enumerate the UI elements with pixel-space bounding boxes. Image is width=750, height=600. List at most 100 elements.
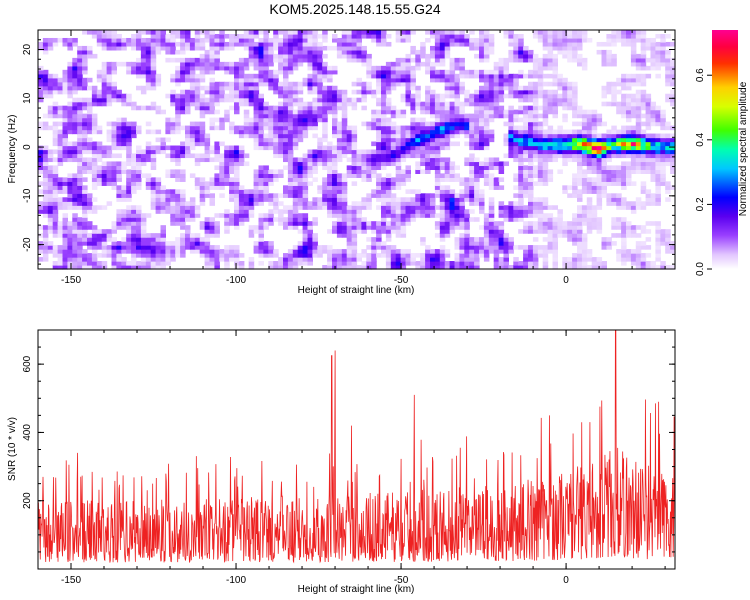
heatmap-cell <box>302 153 309 159</box>
heatmap-cell <box>67 141 73 147</box>
heatmap-cell <box>415 265 421 270</box>
heatmap-cell <box>577 249 583 254</box>
heatmap-cell <box>47 41 54 47</box>
heatmap-cell <box>425 265 431 270</box>
heatmap-cell <box>150 45 157 51</box>
heatmap-cell <box>439 217 446 222</box>
heatmap-cell <box>567 257 573 262</box>
heatmap-cell <box>67 153 73 159</box>
heatmap-cell <box>542 257 549 262</box>
heatmap-cell <box>567 81 573 87</box>
heatmap-cell <box>439 33 446 39</box>
heatmap-cell <box>552 153 558 159</box>
heatmap-cell <box>297 113 304 119</box>
heatmap-cell <box>204 49 211 55</box>
heatmap-cell <box>180 173 186 178</box>
heatmap-cell <box>611 197 617 202</box>
heatmap-cell <box>596 185 603 190</box>
heatmap-cell <box>586 161 593 167</box>
heatmap-cell <box>175 189 181 194</box>
heatmap-cell <box>366 237 372 242</box>
heatmap-cell <box>346 165 353 171</box>
heatmap-cell <box>229 257 235 262</box>
heatmap-cell <box>336 261 343 266</box>
heatmap-cell <box>145 61 152 67</box>
heatmap-cell <box>87 233 93 238</box>
heatmap-cell <box>38 45 44 51</box>
heatmap-cell <box>209 61 215 67</box>
heatmap-cell <box>96 97 103 103</box>
heatmap-cell <box>278 149 284 155</box>
heatmap-cell <box>542 137 549 143</box>
heatmap-cell <box>194 85 201 91</box>
heatmap-cell <box>287 153 294 159</box>
heatmap-cell <box>371 117 377 123</box>
heatmap-cell <box>307 109 313 115</box>
heatmap-cell <box>253 41 260 47</box>
heatmap-cell <box>630 101 637 107</box>
heatmap-cell <box>420 161 426 167</box>
heatmap-cell <box>150 253 157 258</box>
heatmap-cell <box>449 265 456 270</box>
heatmap-cell <box>292 129 299 135</box>
heatmap-cell <box>72 121 78 127</box>
heatmap-cell <box>199 121 206 127</box>
heatmap-cell <box>170 37 176 43</box>
heatmap-cell <box>655 241 661 246</box>
heatmap-cell <box>577 221 583 226</box>
heatmap-cell <box>552 61 558 67</box>
heatmap-cell <box>175 153 181 159</box>
heatmap-cell <box>385 145 392 151</box>
heatmap-cell <box>660 145 666 151</box>
heatmap-cell <box>209 77 215 83</box>
heatmap-cell <box>645 157 652 163</box>
heatmap-cell <box>155 237 162 242</box>
heatmap-cell <box>336 265 343 270</box>
heatmap-cell <box>214 49 220 55</box>
heatmap-cell <box>224 117 230 123</box>
heatmap-cell <box>312 77 318 83</box>
heatmap-cell <box>508 245 514 250</box>
heatmap-cell <box>175 249 181 254</box>
heatmap-cell <box>145 265 152 270</box>
heatmap-cell <box>459 221 465 226</box>
heatmap-cell <box>116 249 122 254</box>
heatmap-cell <box>626 101 632 107</box>
heatmap-cell <box>601 121 607 127</box>
heatmap-cell <box>640 245 647 250</box>
heatmap-cell <box>542 45 549 51</box>
heatmap-cell <box>283 189 289 194</box>
heatmap-cell <box>444 173 451 178</box>
heatmap-cell <box>640 61 647 67</box>
heatmap-cell <box>459 225 465 230</box>
heatmap-cell <box>214 177 220 182</box>
heatmap-cell <box>145 241 152 246</box>
heatmap-cell <box>483 69 490 75</box>
heatmap-cell <box>660 45 666 51</box>
heatmap-cell <box>67 185 73 190</box>
heatmap-cell <box>302 49 309 55</box>
heatmap-cell <box>523 113 529 119</box>
heatmap-cell <box>630 37 637 43</box>
heatmap-cell <box>346 221 353 226</box>
heatmap-cell <box>126 193 132 198</box>
heatmap-cell <box>229 105 235 111</box>
heatmap-cell <box>405 61 411 67</box>
heatmap-cell <box>346 245 353 250</box>
heatmap-cell <box>47 169 54 174</box>
heatmap-cell <box>454 173 460 178</box>
heatmap-cell <box>513 205 519 210</box>
heatmap-cell <box>439 173 446 178</box>
heatmap-cell <box>508 41 514 47</box>
heatmap-cell <box>170 153 176 159</box>
heatmap-cell <box>126 213 132 218</box>
heatmap-cell <box>518 53 524 59</box>
heatmap-cell <box>577 165 583 171</box>
heatmap-cell <box>572 53 578 59</box>
heatmap-cell <box>297 229 304 234</box>
heatmap-cell <box>547 245 554 250</box>
heatmap-cell <box>292 225 299 230</box>
heatmap-cell <box>381 121 387 127</box>
heatmap-cell <box>483 213 490 218</box>
heatmap-cell <box>415 105 421 111</box>
